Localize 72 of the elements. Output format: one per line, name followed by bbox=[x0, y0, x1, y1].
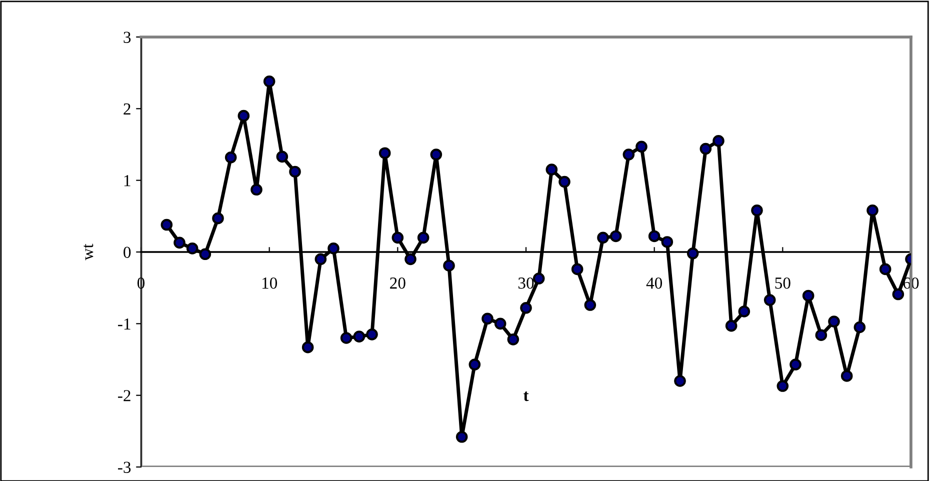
point bbox=[289, 166, 301, 178]
point bbox=[494, 318, 506, 330]
point bbox=[892, 288, 904, 300]
point bbox=[636, 140, 648, 153]
point bbox=[430, 148, 442, 160]
point bbox=[392, 232, 404, 244]
point bbox=[725, 320, 738, 332]
point bbox=[674, 375, 686, 387]
point bbox=[174, 236, 186, 249]
point bbox=[610, 230, 622, 242]
point bbox=[468, 358, 481, 370]
point bbox=[328, 242, 340, 254]
point bbox=[404, 253, 416, 266]
point bbox=[520, 302, 532, 314]
point bbox=[263, 76, 276, 88]
x-tick-label: 50 bbox=[775, 277, 790, 289]
y-tick-label: -2 bbox=[118, 390, 130, 402]
y-axis-title: wt bbox=[84, 244, 94, 260]
point bbox=[854, 321, 866, 334]
point bbox=[366, 328, 378, 340]
point bbox=[751, 204, 763, 216]
point bbox=[482, 312, 494, 325]
point bbox=[790, 358, 802, 370]
point bbox=[776, 380, 789, 392]
y-tick-label: -1 bbox=[118, 318, 130, 330]
point bbox=[866, 204, 878, 216]
point bbox=[828, 316, 840, 328]
point bbox=[879, 263, 892, 276]
point bbox=[712, 135, 724, 147]
point bbox=[353, 330, 366, 342]
point bbox=[224, 151, 237, 164]
point bbox=[546, 164, 558, 176]
point bbox=[584, 299, 596, 311]
y-tick-label: -3 bbox=[118, 462, 131, 473]
point bbox=[815, 329, 828, 342]
point bbox=[186, 242, 198, 254]
point bbox=[276, 150, 288, 163]
x-tick-label: 20 bbox=[390, 277, 406, 289]
x-axis-title: t bbox=[523, 392, 529, 402]
x-tick-label: 40 bbox=[646, 277, 662, 289]
point bbox=[571, 263, 584, 276]
point bbox=[250, 184, 262, 196]
point bbox=[700, 142, 712, 155]
point bbox=[802, 290, 814, 302]
point bbox=[507, 334, 520, 346]
point bbox=[558, 176, 570, 188]
point bbox=[443, 260, 455, 272]
point bbox=[840, 370, 853, 382]
point bbox=[661, 236, 674, 248]
point bbox=[648, 230, 660, 242]
point bbox=[199, 248, 212, 260]
point bbox=[160, 218, 173, 231]
point bbox=[738, 306, 750, 318]
y-tick-label: 1 bbox=[124, 175, 130, 186]
y-tick-label: 3 bbox=[124, 32, 131, 43]
point bbox=[417, 232, 430, 244]
x-tick-label: 10 bbox=[262, 277, 278, 289]
point bbox=[532, 272, 545, 284]
point bbox=[622, 148, 635, 160]
point bbox=[764, 294, 776, 306]
point bbox=[686, 248, 699, 260]
point bbox=[238, 110, 250, 122]
y-tick-label: 2 bbox=[124, 103, 130, 114]
point bbox=[340, 332, 352, 344]
point bbox=[302, 341, 314, 354]
point bbox=[378, 147, 391, 160]
y-tick-label: 0 bbox=[124, 246, 131, 258]
x-tick-label: 30 bbox=[518, 277, 534, 289]
point bbox=[212, 212, 224, 224]
point bbox=[597, 232, 609, 244]
point bbox=[456, 430, 468, 443]
point bbox=[314, 253, 327, 266]
